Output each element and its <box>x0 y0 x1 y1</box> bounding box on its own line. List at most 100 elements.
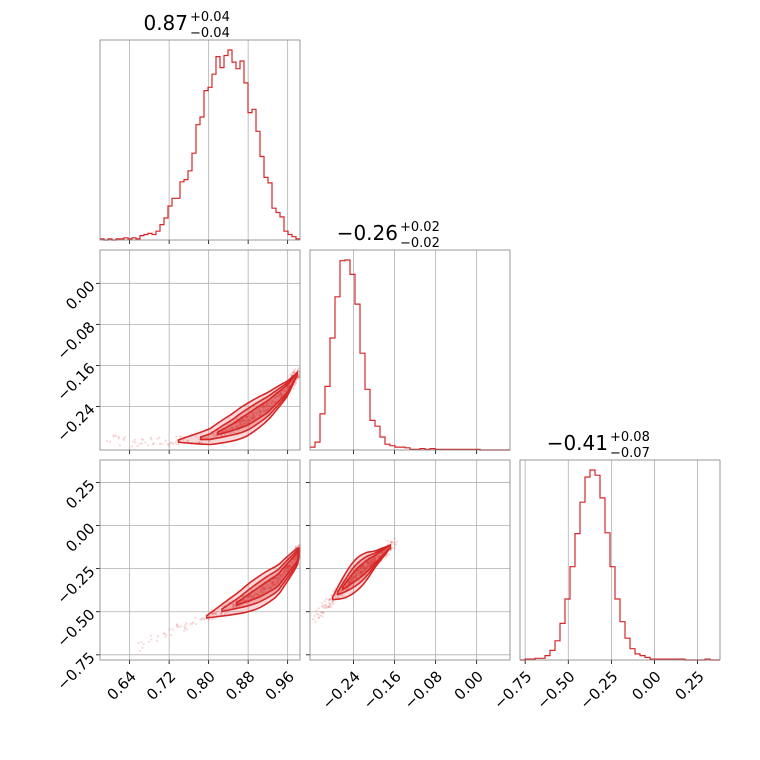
sample-point <box>282 571 286 574</box>
sample-point <box>262 588 265 591</box>
sample-point <box>172 442 175 445</box>
sample-point <box>395 540 399 543</box>
sample-point <box>328 603 331 606</box>
sample-point <box>223 603 226 607</box>
sample-point <box>258 410 261 413</box>
sample-point <box>194 616 197 619</box>
sample-point <box>292 559 296 563</box>
sample-point <box>267 407 270 410</box>
sample-point <box>259 406 262 409</box>
sample-point <box>332 602 335 606</box>
sample-point <box>264 406 267 409</box>
sample-point <box>279 574 282 577</box>
sample-point <box>217 608 220 611</box>
sample-point <box>276 581 279 585</box>
sample-point <box>268 586 271 589</box>
sample-point <box>264 410 267 413</box>
sample-point <box>203 618 206 621</box>
sample-point <box>245 415 248 418</box>
sample-point <box>354 576 357 579</box>
sample-point <box>367 565 371 568</box>
sample-point <box>365 566 368 569</box>
sample-point <box>272 400 275 404</box>
sample-point <box>269 586 272 590</box>
title-median: −0.41 <box>547 431 608 455</box>
sample-point <box>163 632 166 635</box>
sample-point <box>359 571 362 574</box>
sample-point <box>275 395 278 398</box>
sample-point <box>351 576 354 580</box>
sample-point <box>245 416 248 419</box>
sample-point <box>393 546 397 549</box>
sample-point <box>369 564 372 567</box>
sample-point <box>363 564 366 567</box>
sample-point <box>279 573 282 577</box>
sample-point <box>335 596 338 599</box>
sample-point <box>136 445 139 448</box>
sample-point <box>358 572 361 575</box>
sample-point <box>252 412 255 415</box>
panel-border <box>519 459 721 661</box>
sample-point <box>285 570 288 573</box>
sample-point <box>263 587 266 590</box>
sample-point <box>328 604 331 607</box>
sample-point <box>252 414 255 417</box>
sample-point <box>243 423 246 426</box>
sample-point <box>256 593 260 596</box>
sample-point <box>227 601 230 604</box>
sample-point <box>272 582 275 585</box>
sample-point <box>355 574 358 577</box>
sample-point <box>262 405 265 408</box>
sample-point <box>270 582 273 586</box>
sample-point <box>260 587 263 591</box>
sample-point <box>280 576 283 579</box>
sample-point <box>280 574 283 577</box>
sample-point <box>355 572 358 575</box>
sample-point <box>366 562 369 565</box>
panel-border <box>309 459 511 661</box>
sample-point <box>171 628 174 631</box>
sample-point <box>164 439 167 442</box>
sample-point <box>328 598 331 601</box>
sample-point <box>259 409 262 412</box>
sample-point <box>276 576 279 579</box>
sample-point <box>250 596 253 599</box>
sample-point <box>241 418 244 421</box>
sample-point <box>361 571 364 574</box>
sample-point <box>317 616 320 619</box>
sample-point <box>184 624 187 627</box>
x-tick-label: −0.08 <box>401 668 446 713</box>
sample-point <box>262 406 265 409</box>
sample-point <box>259 588 263 592</box>
sample-point <box>291 371 294 374</box>
sample-point <box>354 572 357 575</box>
sample-point <box>164 635 167 639</box>
sample-point <box>323 606 326 610</box>
sample-point <box>183 626 186 629</box>
sample-point <box>324 605 327 608</box>
sample-point <box>384 556 387 559</box>
sample-point <box>270 402 274 405</box>
sample-point <box>353 575 356 578</box>
sample-point <box>213 617 216 621</box>
sample-point <box>250 416 253 419</box>
sample-point <box>368 563 371 566</box>
sample-point <box>270 584 273 588</box>
sample-point <box>368 564 372 567</box>
sample-point <box>366 565 369 569</box>
sample-point <box>273 577 276 580</box>
sample-point <box>205 436 208 439</box>
sample-point <box>185 628 188 631</box>
sample-point <box>246 420 249 423</box>
sample-point <box>132 440 135 443</box>
sample-point <box>167 443 170 446</box>
sample-point <box>278 574 281 577</box>
sample-point <box>275 582 278 586</box>
sample-point <box>259 411 262 414</box>
sample-point <box>200 618 203 621</box>
sample-point <box>170 634 173 637</box>
y-tick-label: −0.25 <box>53 562 98 607</box>
sample-point <box>289 565 292 568</box>
sample-point <box>320 601 323 604</box>
sample-point <box>364 567 367 571</box>
